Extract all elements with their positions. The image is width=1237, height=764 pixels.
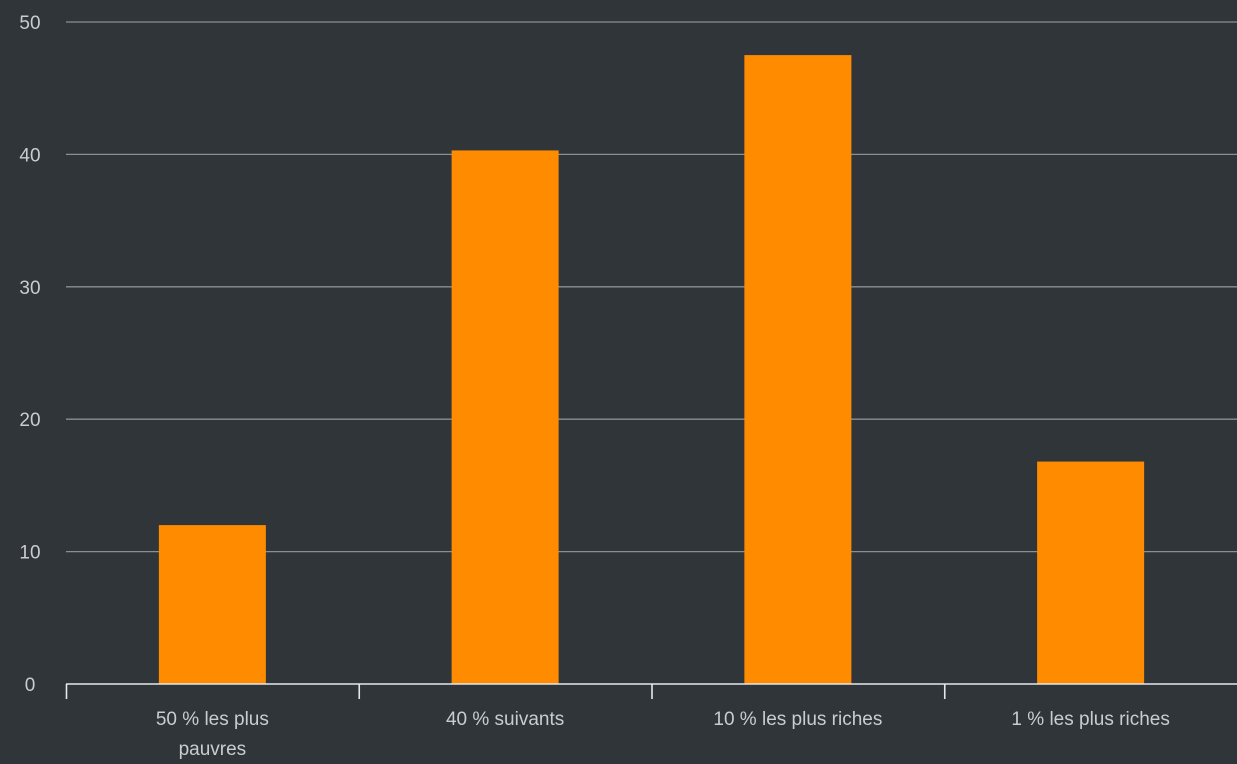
- x-tick-label: 10 % les plus riches: [713, 709, 882, 730]
- x-tick-label-line: 1 % les plus riches: [1011, 709, 1169, 730]
- x-tick-label-line: 50 % les plus: [156, 709, 269, 730]
- y-axis-ticks: 0 10 20 30 40 50: [19, 13, 40, 696]
- bar: [744, 55, 852, 685]
- y-tick-label: 50: [19, 13, 40, 34]
- x-tick-label-line: 40 % suivants: [446, 709, 564, 730]
- bar: [451, 150, 559, 685]
- bars: [158, 55, 1145, 685]
- bar: [1037, 461, 1145, 684]
- x-tick-label-line: pauvres: [179, 739, 247, 760]
- y-tick-label: 40: [19, 145, 40, 166]
- y-tick-label: 10: [19, 543, 40, 564]
- x-axis: [65, 683, 1237, 699]
- bar: [158, 525, 266, 684]
- x-axis-labels: 50 % les plus pauvres 40 % suivants 10 % le…: [156, 709, 1170, 760]
- x-tick-label: 1 % les plus riches: [1011, 709, 1169, 730]
- y-tick-label: 30: [19, 278, 40, 299]
- y-tick-label: 0: [25, 675, 36, 696]
- y-tick-label: 20: [19, 410, 40, 431]
- x-tick-label: 50 % les plus pauvres: [156, 709, 269, 760]
- x-tick-label-line: 10 % les plus riches: [713, 709, 882, 730]
- x-tick-label: 40 % suivants: [446, 709, 564, 730]
